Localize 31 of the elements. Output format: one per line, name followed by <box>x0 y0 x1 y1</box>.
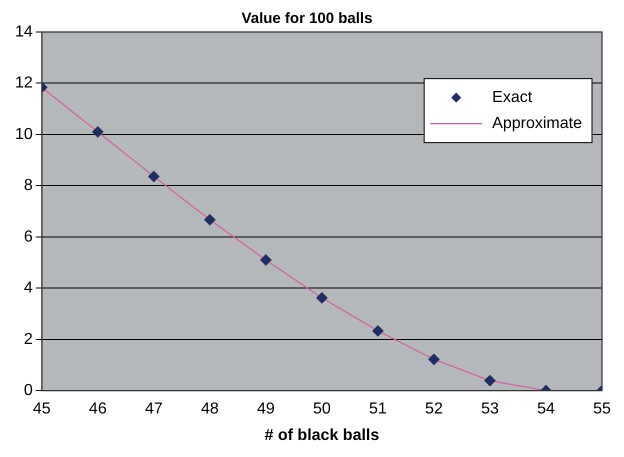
point <box>204 214 216 226</box>
x-tick-label: 46 <box>88 400 107 418</box>
x-tick-label: 47 <box>144 400 163 418</box>
point <box>316 292 328 304</box>
y-tick-label: 2 <box>24 330 33 348</box>
y-tick-label: 6 <box>24 228 33 246</box>
legend-label: Exact <box>492 89 533 106</box>
point <box>260 254 272 266</box>
legend-label: Approximate <box>492 115 582 132</box>
x-tick-label: 53 <box>481 400 499 418</box>
y-tick-label: 10 <box>15 126 33 143</box>
x-tick-label: 54 <box>537 400 555 418</box>
point <box>428 354 440 365</box>
x-tick-label: 45 <box>32 400 51 418</box>
y-tick-label: 8 <box>24 177 33 194</box>
y-tick-label: 14 <box>15 23 33 40</box>
x-tick-label: 49 <box>256 400 275 418</box>
point <box>372 325 384 337</box>
x-axis-title: # of black balls <box>264 426 380 444</box>
point <box>148 170 160 182</box>
x-tick-label: 51 <box>369 400 387 418</box>
point <box>92 126 104 138</box>
x-tick-label: 50 <box>313 400 331 418</box>
x-tick-label: 55 <box>593 400 611 418</box>
x-tick-label: 52 <box>425 400 443 418</box>
y-tick-label: 4 <box>24 280 33 297</box>
point <box>484 375 496 386</box>
chart-title: Value for 100 balls <box>242 10 372 28</box>
y-tick-label: 0 <box>24 382 33 400</box>
y-tick-label: 12 <box>15 74 33 92</box>
x-tick-label: 48 <box>200 400 219 418</box>
